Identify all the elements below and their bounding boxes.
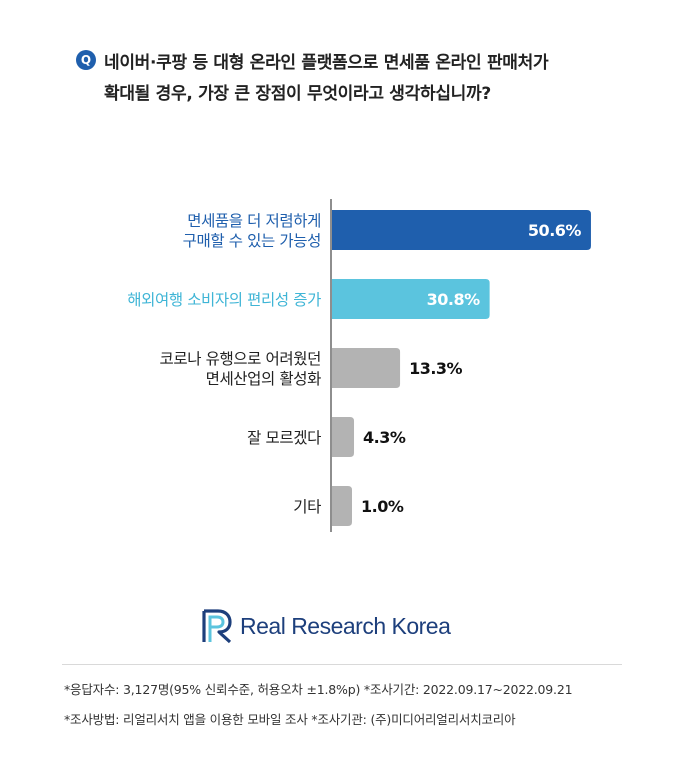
question: Q 네이버·쿠팡 등 대형 온라인 플랫폼으로 면세품 온라인 판매처가 확대될…: [76, 48, 636, 110]
category-label-line: 잘 모르겠다: [247, 429, 321, 447]
real-research-logo-icon: [202, 609, 232, 644]
category-label-line: 해외여행 소비자의 편리성 증가: [127, 291, 321, 309]
value-label: 50.6%: [528, 221, 581, 240]
category-label-line: 기타: [293, 498, 321, 516]
value-label: 30.8%: [427, 290, 480, 309]
category-label-line: 구매할 수 있는 가능성: [183, 232, 321, 250]
category-label: 해외여행 소비자의 편리성 증가: [127, 291, 321, 309]
category-label-line: 면세품을 더 저렴하게: [187, 212, 321, 230]
question-line-2: 확대될 경우, 가장 큰 장점이 무엇이라고 생각하십니까?: [104, 84, 491, 104]
value-label: 1.0%: [361, 497, 404, 516]
value-label: 4.3%: [363, 428, 406, 447]
footnote-2: *조사방법: 리얼리서치 앱을 이용한 모바일 조사 *조사기관: (주)미디어…: [64, 712, 516, 727]
question-text: 네이버·쿠팡 등 대형 온라인 플랫폼으로 면세품 온라인 판매처가 확대될 경…: [104, 48, 636, 110]
bar: [332, 486, 352, 526]
category-label: 기타: [293, 498, 321, 516]
bar: [332, 279, 490, 319]
bar: [332, 417, 355, 457]
footnote-1: *응답자수: 3,127명(95% 신뢰수준, 허용오차 ±1.8%p) *조사…: [64, 682, 573, 697]
bar: [332, 210, 591, 250]
bar: [332, 348, 401, 388]
category-label-line: 코로나 유행으로 어려웠던: [159, 350, 321, 368]
footer-divider: [62, 664, 622, 665]
value-label: 13.3%: [409, 359, 462, 378]
category-label: 잘 모르겠다: [247, 429, 321, 447]
brand-name: Real Research Korea: [240, 612, 451, 639]
question-line-1: 네이버·쿠팡 등 대형 온라인 플랫폼으로 면세품 온라인 판매처가: [104, 53, 549, 73]
question-badge: Q: [76, 50, 96, 70]
category-label-line: 면세산업의 활성화: [206, 370, 322, 388]
brand-logo: Real Research Korea: [200, 607, 451, 645]
